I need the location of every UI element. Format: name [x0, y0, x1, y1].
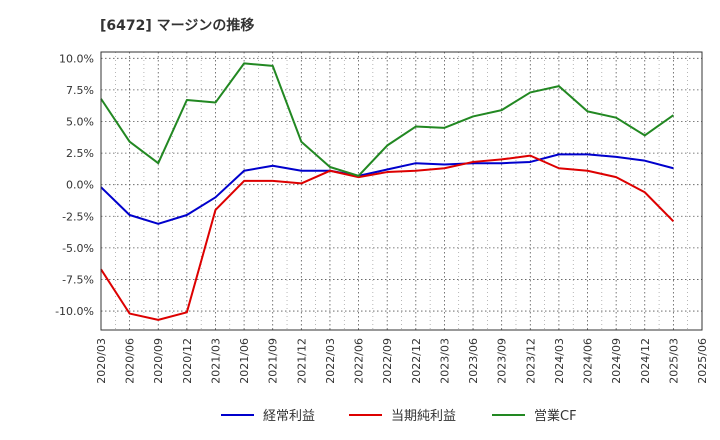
x-tick-label: 2024/06	[582, 338, 595, 384]
x-tick-label: 2022/09	[381, 338, 394, 384]
x-tick-label: 2023/06	[467, 338, 480, 384]
legend-label-1: 当期純利益	[391, 409, 456, 424]
x-axis-ticks: 2020/03 2020/06 2020/09 2020/12 2021/03 2021/…	[95, 338, 709, 384]
x-tick-label: 2025/03	[667, 338, 680, 384]
x-tick-label: 2022/06	[353, 338, 366, 384]
y-tick-label: 7.5%	[66, 84, 94, 97]
x-tick-label: 2024/12	[639, 338, 652, 384]
y-tick-label: 5.0%	[66, 116, 94, 129]
grid	[100, 52, 703, 330]
y-tick-label: 10.0%	[59, 52, 94, 65]
x-tick-label: 2021/12	[295, 338, 308, 384]
y-tick-label: -5.0%	[62, 242, 94, 255]
x-tick-label: 2021/09	[267, 338, 280, 384]
x-tick-label: 2025/06	[696, 338, 709, 384]
x-tick-label: 2022/12	[410, 338, 423, 384]
y-tick-label: -2.5%	[62, 210, 94, 223]
x-tick-label: 2023/12	[524, 338, 537, 384]
x-tick-label: 2022/03	[324, 338, 337, 384]
legend-label-0: 経常利益	[263, 409, 315, 424]
x-tick-label: 2020/09	[152, 338, 165, 384]
x-tick-label: 2021/06	[238, 338, 251, 384]
x-tick-label: 2020/06	[124, 338, 137, 384]
x-tick-label: 2023/09	[496, 338, 509, 384]
y-tick-label: -10.0%	[55, 305, 94, 318]
y-axis-ticks: 10.0% 7.5% 5.0% 2.5% 0.0% -2.5% -5.0% -7.5% -10.…	[55, 52, 94, 318]
x-tick-label: 2020/03	[95, 338, 108, 384]
plot-frame	[100, 51, 703, 331]
legend-label-2: 営業CF	[534, 408, 577, 424]
y-tick-label: 0.0%	[66, 179, 94, 192]
legend: 経常利益 当期純利益 営業CF	[221, 408, 577, 424]
chart-title: [6472] マージンの推移	[100, 17, 254, 34]
y-tick-label: 2.5%	[66, 147, 94, 160]
series-line-2	[100, 62, 674, 177]
x-tick-label: 2024/09	[610, 338, 623, 384]
series-lines	[100, 62, 675, 321]
x-tick-label: 2024/03	[553, 338, 566, 384]
series-line-0	[100, 153, 674, 225]
x-tick-label: 2021/03	[209, 338, 222, 384]
series-line-1	[100, 154, 675, 321]
y-tick-label: -7.5%	[62, 273, 94, 286]
x-tick-label: 2020/12	[181, 338, 194, 384]
x-tick-label: 2023/03	[438, 338, 451, 384]
